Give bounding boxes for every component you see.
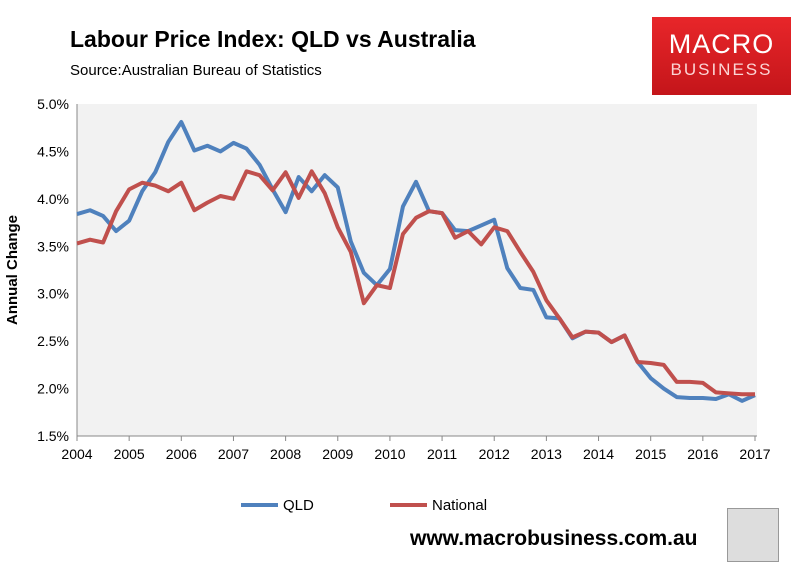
x-tick-label: 2004: [61, 446, 92, 462]
y-tick-label: 4.5%: [37, 143, 69, 159]
y-tick-label: 3.0%: [37, 286, 69, 302]
x-tick-label: 2013: [531, 446, 562, 462]
y-tick-label: 2.5%: [37, 333, 69, 349]
x-tick-label: 2006: [166, 446, 197, 462]
x-tick-label: 2011: [427, 446, 457, 462]
x-tick-label: 2015: [635, 446, 666, 462]
x-tick-label: 2009: [322, 446, 353, 462]
y-tick-label: 2.0%: [37, 381, 69, 397]
y-tick-label: 5.0%: [37, 96, 69, 112]
legend-label-national: National: [432, 497, 487, 514]
x-tick-label: 2005: [114, 446, 145, 462]
x-tick-label: 2016: [687, 446, 718, 462]
x-tick-label: 2017: [739, 446, 770, 462]
legend-label-qld: QLD: [283, 497, 314, 514]
chart-title: Labour Price Index: QLD vs Australia: [70, 26, 476, 52]
y-axis-label: Annual Change: [4, 215, 21, 325]
plot-area: [77, 104, 757, 436]
x-tick-label: 2008: [270, 446, 301, 462]
y-tick-label: 1.5%: [37, 428, 69, 444]
logo-line2: BUSINESS: [670, 60, 773, 79]
y-tick-label: 4.0%: [37, 191, 69, 207]
x-tick-label: 2014: [583, 446, 614, 462]
wolf-icon: [727, 508, 779, 562]
x-tick-label: 2010: [374, 446, 405, 462]
footer-url: www.macrobusiness.com.au: [410, 527, 698, 550]
series-line-qld: [76, 120, 756, 403]
x-tick-label: 2012: [479, 446, 510, 462]
source-note: Source:Australian Bureau of Statistics: [70, 62, 322, 79]
x-tick-label: 2007: [218, 446, 249, 462]
macrobusiness-logo: MACRO BUSINESS: [652, 17, 791, 95]
logo-line1: MACRO: [668, 29, 775, 59]
y-tick-label: 3.5%: [37, 238, 69, 254]
series-line-national: [76, 169, 755, 397]
